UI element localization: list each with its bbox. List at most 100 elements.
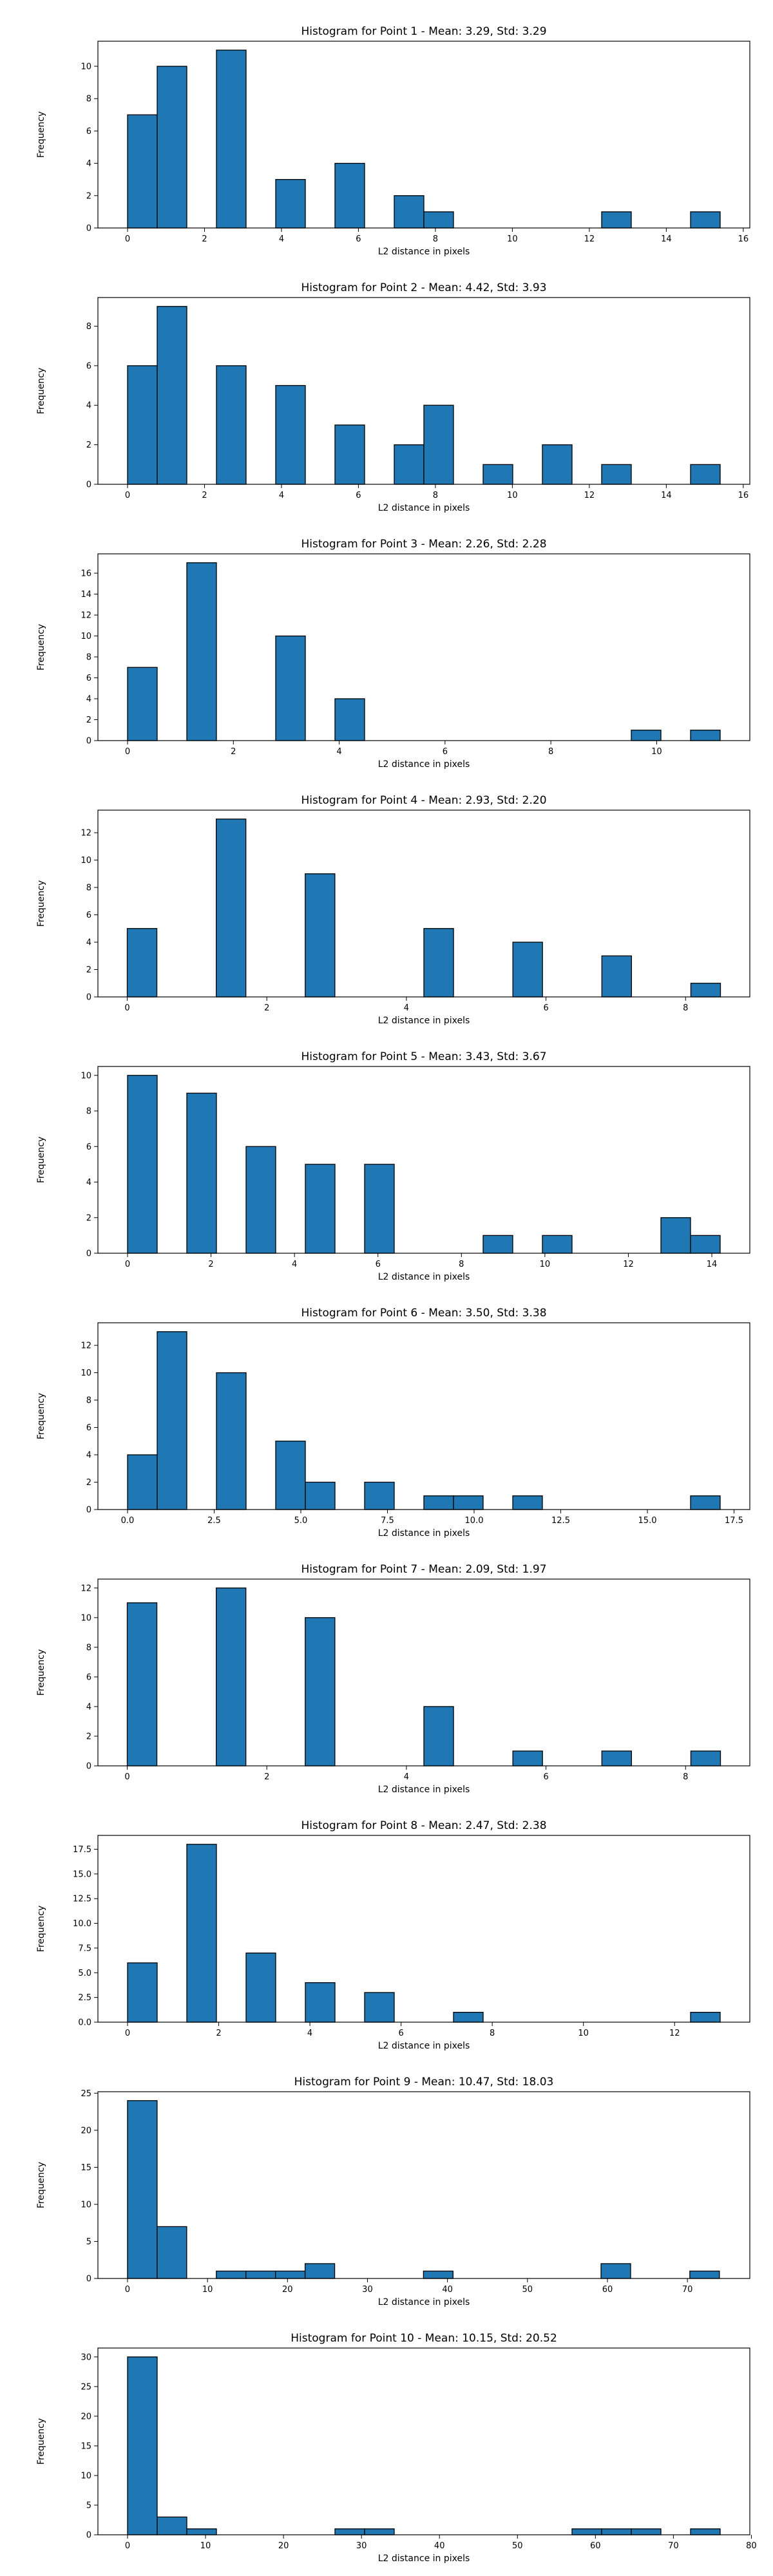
- histogram-bar: [157, 306, 187, 485]
- x-axis-label: L2 distance in pixels: [378, 2553, 470, 2564]
- x-tick-label: 4: [404, 1003, 409, 1013]
- x-tick-label: 6: [443, 747, 448, 757]
- x-tick-label: 4: [279, 491, 284, 500]
- chart-title: Histogram for Point 3 - Mean: 2.26, Std:…: [301, 538, 546, 551]
- x-tick-label: 10: [651, 747, 662, 757]
- x-axis-label: L2 distance in pixels: [378, 2297, 470, 2307]
- x-tick-label: 50: [512, 2541, 523, 2551]
- y-tick-label: 10: [81, 632, 91, 641]
- y-axis-label: Frequency: [36, 1906, 46, 1952]
- histogram-bar: [275, 635, 306, 741]
- x-tick-label: 0: [125, 491, 130, 500]
- y-tick-label: 8: [86, 1643, 91, 1653]
- x-tick-label: 12.5: [551, 1516, 570, 1526]
- x-tick-label: 6: [356, 491, 361, 500]
- histogram-bar: [275, 179, 306, 229]
- y-tick-label: 8: [86, 884, 91, 893]
- x-axis-label: L2 distance in pixels: [378, 1272, 470, 1282]
- histogram-bar: [423, 928, 454, 998]
- y-tick-label: 17.5: [73, 1845, 91, 1855]
- histogram-bar: [127, 2100, 158, 2279]
- x-tick-label: 14: [661, 491, 672, 500]
- x-tick-label: 0: [125, 234, 130, 244]
- histogram-bar: [689, 2270, 720, 2279]
- y-tick-label: 0: [86, 993, 91, 1003]
- y-tick-label: 10: [81, 62, 91, 71]
- x-tick-label: 6: [398, 2029, 403, 2038]
- histogram-bar: [601, 2528, 632, 2535]
- histogram-panel-2: Histogram for Point 2 - Mean: 4.42, Std:…: [36, 281, 750, 513]
- y-tick-label: 0: [86, 1762, 91, 1772]
- x-tick-label: 10: [507, 234, 518, 244]
- x-tick-label: 10.0: [465, 1516, 484, 1526]
- histogram-bar: [423, 1495, 454, 1510]
- histogram-bar: [690, 1235, 721, 1254]
- histogram-bar: [601, 1750, 632, 1766]
- axes-frame: [97, 1578, 750, 1766]
- histogram-panel-7: Histogram for Point 7 - Mean: 2.09, Std:…: [36, 1563, 750, 1795]
- x-tick-label: 12: [584, 491, 595, 500]
- x-tick-label: 20: [282, 2285, 293, 2295]
- y-tick-label: 20: [81, 2126, 91, 2136]
- axes-frame: [97, 297, 750, 485]
- y-tick-label: 4: [86, 1702, 91, 1712]
- histogram-bar: [542, 1235, 573, 1254]
- x-tick-label: 4: [307, 2029, 312, 2038]
- histogram-panel-10: Histogram for Point 10 - Mean: 10.15, St…: [36, 2332, 757, 2564]
- x-tick-label: 12: [584, 234, 595, 244]
- y-tick-label: 30: [81, 2353, 91, 2362]
- histogram-bar: [660, 1217, 691, 1254]
- histogram-bar: [690, 1495, 721, 1510]
- histogram-panel-3: Histogram for Point 3 - Mean: 2.26, Std:…: [36, 538, 750, 770]
- chart-title: Histogram for Point 1 - Mean: 3.29, Std:…: [301, 25, 546, 38]
- x-tick-label: 0: [125, 2285, 130, 2295]
- y-tick-label: 10: [81, 1368, 91, 1378]
- histogram-bar: [423, 404, 454, 485]
- histogram-bar: [127, 1075, 158, 1254]
- histogram-bar: [157, 1331, 187, 1510]
- y-tick-label: 6: [86, 1672, 91, 1682]
- histogram-bar: [690, 464, 721, 485]
- x-tick-label: 0: [125, 1260, 130, 1269]
- x-tick-label: 8: [490, 2029, 495, 2038]
- histogram-bar: [127, 2356, 158, 2535]
- histogram-bar: [275, 2270, 306, 2279]
- x-tick-label: 4: [292, 1260, 297, 1269]
- y-tick-label: 6: [86, 1423, 91, 1433]
- x-tick-label: 0: [125, 747, 130, 757]
- histogram-bar: [453, 2012, 484, 2023]
- y-tick-label: 0: [86, 1506, 91, 1515]
- y-tick-label: 0: [86, 2531, 91, 2541]
- histogram-panel-8: Histogram for Point 8 - Mean: 2.47, Std:…: [36, 1819, 750, 2051]
- histogram-bar: [631, 730, 662, 741]
- x-tick-label: 30: [356, 2541, 367, 2551]
- y-tick-label: 8: [86, 653, 91, 663]
- axes-frame: [97, 810, 750, 998]
- histogram-bar: [275, 384, 306, 485]
- y-tick-label: 0: [86, 480, 91, 490]
- y-tick-label: 15: [81, 2441, 91, 2451]
- histogram-bar: [245, 2270, 276, 2279]
- y-tick-label: 4: [86, 401, 91, 411]
- x-axis-label: L2 distance in pixels: [378, 503, 470, 513]
- histogram-bar: [601, 211, 632, 229]
- x-axis-label: L2 distance in pixels: [378, 2041, 470, 2051]
- y-tick-label: 12: [81, 1584, 91, 1593]
- histogram-bar: [601, 955, 632, 998]
- histogram-bar: [334, 2528, 365, 2535]
- histogram-bar: [394, 195, 425, 229]
- histogram-bar: [275, 1441, 306, 1510]
- chart-title: Histogram for Point 9 - Mean: 10.47, Std…: [294, 2076, 554, 2088]
- axes-frame: [97, 2347, 750, 2535]
- y-tick-label: 25: [81, 2382, 91, 2392]
- histogram-bar: [126, 1602, 158, 1766]
- y-tick-label: 6: [86, 1142, 91, 1152]
- histogram-bar: [364, 2528, 395, 2535]
- histogram-panel-1: Histogram for Point 1 - Mean: 3.29, Std:…: [36, 25, 750, 257]
- histogram-panel-9: Histogram for Point 9 - Mean: 10.47, Std…: [36, 2076, 750, 2307]
- y-axis-label: Frequency: [36, 368, 46, 414]
- x-tick-label: 14: [707, 1260, 718, 1269]
- x-axis-label: L2 distance in pixels: [378, 1528, 470, 1539]
- y-axis-label: Frequency: [36, 1393, 46, 1439]
- y-tick-label: 0: [86, 737, 91, 746]
